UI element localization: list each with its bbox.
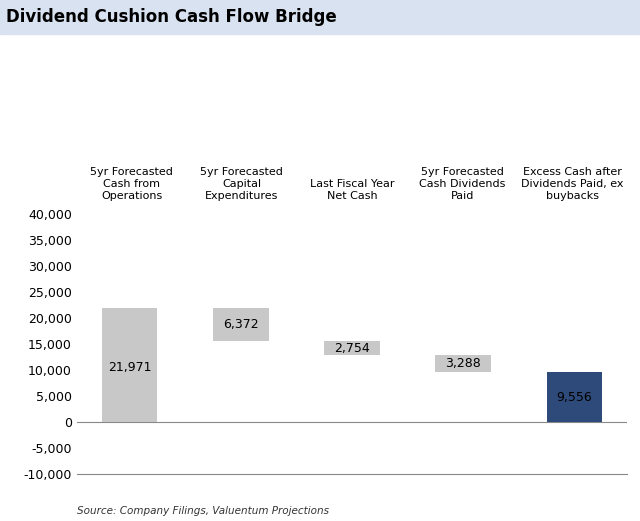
Text: Last Fiscal Year
Net Cash: Last Fiscal Year Net Cash <box>310 179 394 201</box>
Bar <box>102 307 157 422</box>
Text: 6,372: 6,372 <box>223 318 259 330</box>
Text: 3,288: 3,288 <box>445 357 481 370</box>
Bar <box>324 341 380 355</box>
Text: 5yr Forecasted
Cash from
Operations: 5yr Forecasted Cash from Operations <box>90 167 173 201</box>
Text: 21,971: 21,971 <box>108 361 152 374</box>
Text: Dividend Cushion Cash Flow Bridge: Dividend Cushion Cash Flow Bridge <box>6 8 337 26</box>
Text: Source: Company Filings, Valuentum Projections: Source: Company Filings, Valuentum Proje… <box>77 506 329 516</box>
Bar <box>213 307 269 341</box>
Bar <box>547 372 602 422</box>
Text: 5yr Forecasted
Cash Dividends
Paid: 5yr Forecasted Cash Dividends Paid <box>419 167 505 201</box>
Text: Excess Cash after
Dividends Paid, ex
buybacks: Excess Cash after Dividends Paid, ex buy… <box>521 167 623 201</box>
Bar <box>435 355 491 372</box>
Text: 9,556: 9,556 <box>557 391 592 403</box>
Text: 2,754: 2,754 <box>334 342 370 354</box>
Text: 5yr Forecasted
Capital
Expenditures: 5yr Forecasted Capital Expenditures <box>200 167 284 201</box>
